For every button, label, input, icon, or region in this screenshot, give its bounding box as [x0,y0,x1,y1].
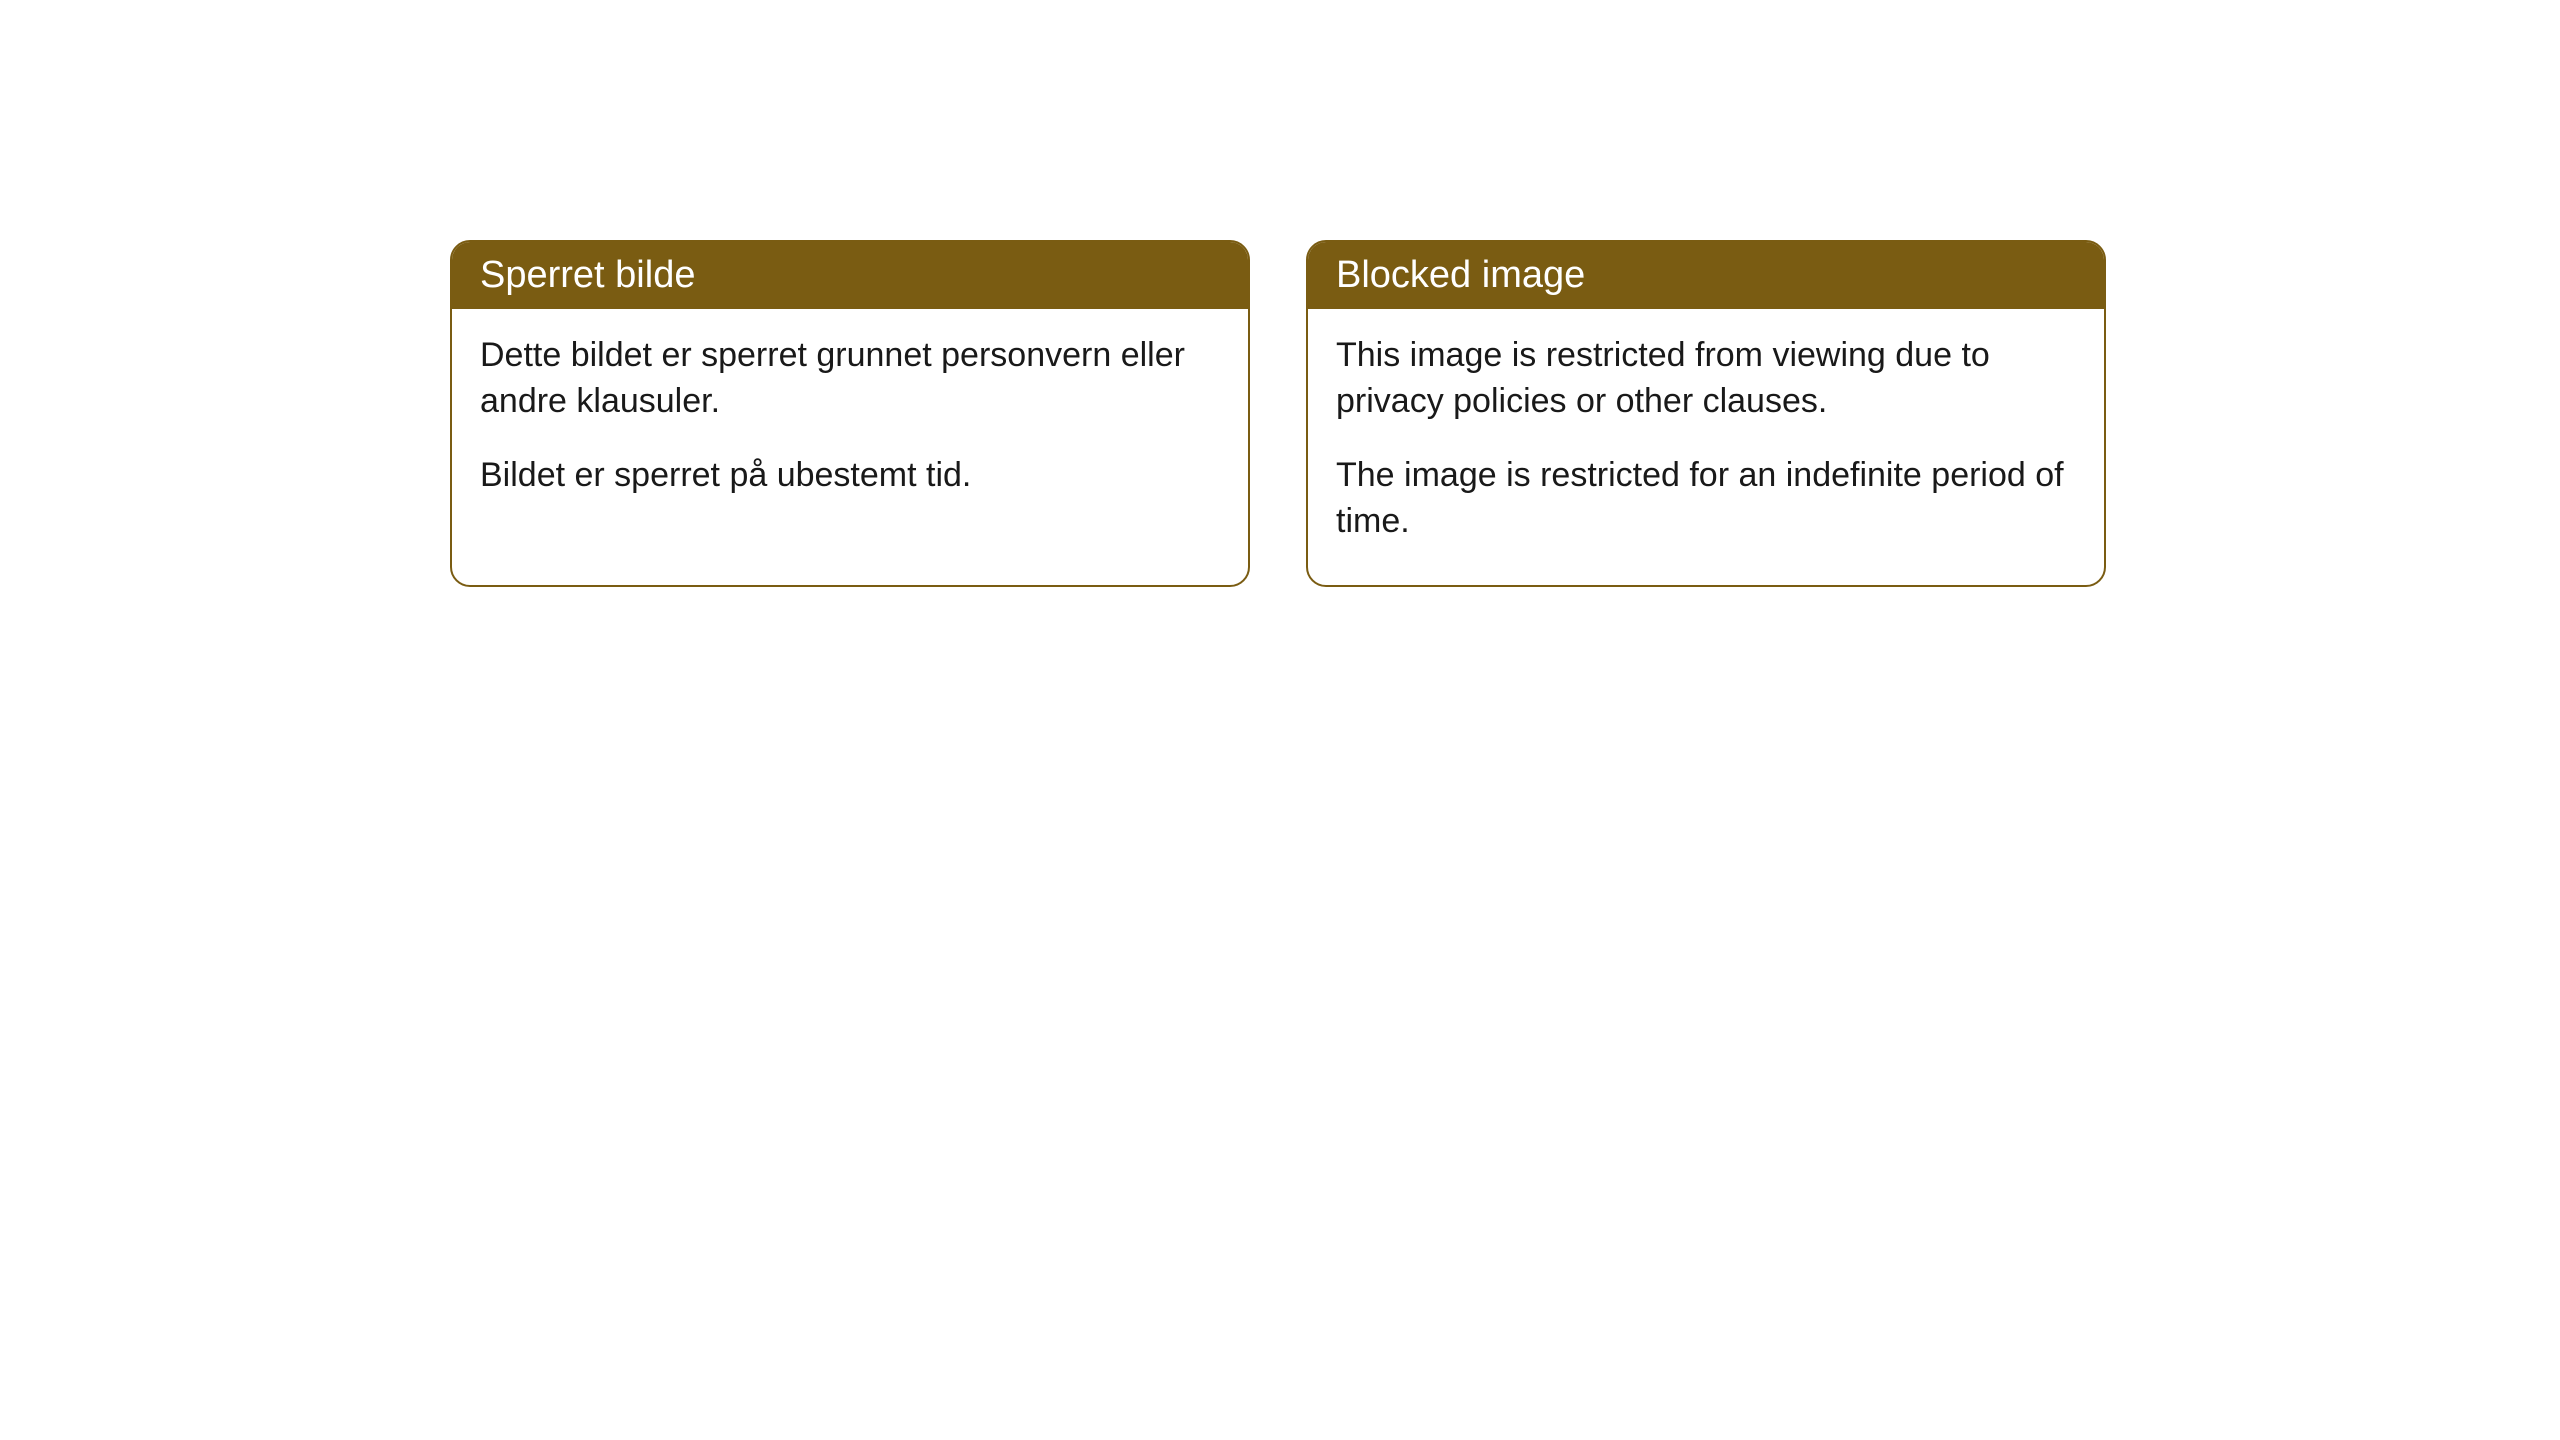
notice-card-norwegian: Sperret bilde Dette bildet er sperret gr… [450,240,1250,587]
card-paragraph: Bildet er sperret på ubestemt tid. [480,453,1220,499]
card-header-english: Blocked image [1308,242,2104,309]
notice-cards-container: Sperret bilde Dette bildet er sperret gr… [450,240,2560,587]
card-body-english: This image is restricted from viewing du… [1308,309,2104,585]
card-paragraph: The image is restricted for an indefinit… [1336,453,2076,545]
card-title: Sperret bilde [480,254,695,296]
card-body-norwegian: Dette bildet er sperret grunnet personve… [452,309,1248,539]
notice-card-english: Blocked image This image is restricted f… [1306,240,2106,587]
card-title: Blocked image [1336,254,1585,296]
card-header-norwegian: Sperret bilde [452,242,1248,309]
card-paragraph: Dette bildet er sperret grunnet personve… [480,333,1220,425]
card-paragraph: This image is restricted from viewing du… [1336,333,2076,425]
